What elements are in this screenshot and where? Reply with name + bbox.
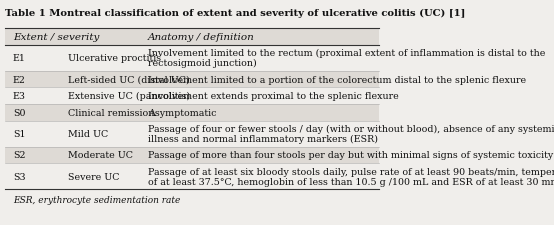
Text: Table 1 Montreal classification of extent and severity of ulcerative colitis (UC: Table 1 Montreal classification of exten…: [5, 9, 465, 18]
Text: Moderate UC: Moderate UC: [68, 151, 133, 160]
Text: S1: S1: [13, 130, 25, 139]
Text: E3: E3: [13, 92, 26, 101]
Text: Mild UC: Mild UC: [68, 130, 109, 139]
Text: Involvement limited to a portion of the colorectum distal to the splenic flexure: Involvement limited to a portion of the …: [148, 75, 526, 84]
Bar: [5, 29, 379, 46]
Text: rectosigmoid junction): rectosigmoid junction): [148, 59, 257, 68]
Text: Extent / severity: Extent / severity: [13, 33, 99, 42]
Text: Severe UC: Severe UC: [68, 172, 120, 181]
Text: Anatomy / definition: Anatomy / definition: [148, 33, 255, 42]
Text: Left-sided UC (distal UC): Left-sided UC (distal UC): [68, 75, 190, 84]
Text: Involvement extends proximal to the splenic flexure: Involvement extends proximal to the sple…: [148, 92, 399, 101]
Text: ESR, erythrocyte sedimentation rate: ESR, erythrocyte sedimentation rate: [13, 195, 180, 204]
Text: Passage of four or fewer stools / day (with or without blood), absence of any sy: Passage of four or fewer stools / day (w…: [148, 125, 554, 134]
Text: Passage of at least six bloody stools daily, pulse rate of at least 90 beats/min: Passage of at least six bloody stools da…: [148, 167, 554, 176]
Text: Asymptomatic: Asymptomatic: [148, 109, 217, 117]
Text: E2: E2: [13, 75, 25, 84]
Text: Involvement limited to the rectum (proximal extent of inflammation is distal to : Involvement limited to the rectum (proxi…: [148, 49, 546, 58]
Text: Ulcerative proctitis: Ulcerative proctitis: [68, 54, 161, 63]
Text: illness and normal inflammatory markers (ESR): illness and normal inflammatory markers …: [148, 135, 378, 144]
Text: Passage of more than four stools per day but with minimal signs of systemic toxi: Passage of more than four stools per day…: [148, 151, 553, 160]
Bar: [5, 71, 379, 88]
Text: S3: S3: [13, 172, 25, 181]
Text: S0: S0: [13, 109, 25, 117]
Text: of at least 37.5°C, hemoglobin of less than 10.5 g /100 mL and ESR of at least 3: of at least 37.5°C, hemoglobin of less t…: [148, 177, 554, 186]
Text: S2: S2: [13, 151, 25, 160]
Text: Extensive UC (pancolitis): Extensive UC (pancolitis): [68, 92, 190, 101]
Text: E1: E1: [13, 54, 25, 63]
Text: Clinical remission: Clinical remission: [68, 109, 155, 117]
Bar: [5, 147, 379, 164]
Bar: [5, 105, 379, 122]
